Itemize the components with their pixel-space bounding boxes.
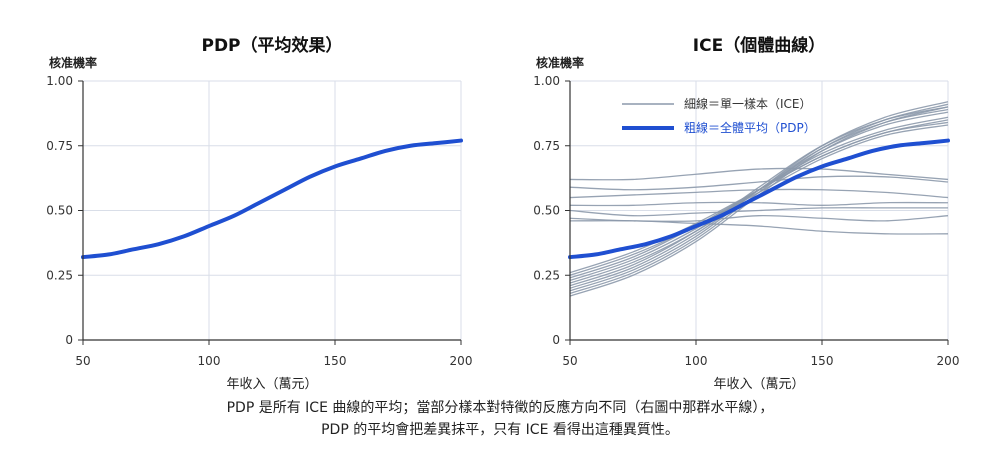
right-x-tick-label: 200 xyxy=(937,354,960,368)
right-x-tick-label: 50 xyxy=(562,354,577,368)
right-y-tick-label: 0.75 xyxy=(533,139,560,153)
legend-label-ice: 細線＝單一樣本（ICE） xyxy=(684,96,812,111)
left-y-axis-label: 核准機率 xyxy=(49,55,97,70)
right-ice-series-line xyxy=(569,188,949,199)
right-ice-series-line xyxy=(569,201,949,207)
right-y-tick-label: 0 xyxy=(552,333,560,347)
right-ice-series-line xyxy=(569,175,949,191)
right-ice-series-line xyxy=(569,207,948,217)
charts-canvas: PDP（平均效果） 核准機率 0 0.25 0.50 0.75 1.00 50 100 150 20… xyxy=(46,35,960,392)
right-ice-series-line xyxy=(569,124,949,276)
right-ice-series-line xyxy=(569,220,949,235)
left-x-tick-label: 200 xyxy=(450,354,473,368)
left-y-tick-label: 0.75 xyxy=(46,139,73,153)
caption-line-2: PDP 的平均會把差異抹平，只有 ICE 看得出這種異質性。 xyxy=(321,422,679,438)
left-x-axis-label: 年收入（萬元） xyxy=(226,377,317,392)
right-y-axis-label: 核准機率 xyxy=(536,55,584,70)
right-chart-title: ICE（個體曲線） xyxy=(693,35,825,56)
left-x-tick-label: 100 xyxy=(198,354,221,368)
left-y-tick-label: 0 xyxy=(65,333,73,347)
left-x-tick-label: 50 xyxy=(75,354,90,368)
caption-line-1: PDP 是所有 ICE 曲線的平均；當部分樣本對特徵的反應方向不同（右圖中那群水… xyxy=(226,400,774,416)
right-ice-series-line xyxy=(569,106,949,287)
right-ice-series-line xyxy=(569,167,949,181)
left-y-tick-label: 0.25 xyxy=(46,268,73,282)
right-x-axis-label: 年收入（萬元） xyxy=(713,377,804,392)
left-y-tick-label: 0.50 xyxy=(46,204,73,218)
right-ice-series-line xyxy=(569,108,949,289)
legend-label-pdp: 粗線＝全體平均（PDP） xyxy=(684,120,816,135)
right-y-tick-label: 0.50 xyxy=(533,204,560,218)
left-x-tick-label: 150 xyxy=(324,354,347,368)
right-x-tick-label: 100 xyxy=(685,354,708,368)
left-y-tick-label: 1.00 xyxy=(46,74,73,88)
right-y-tick-label: 0.25 xyxy=(533,268,560,282)
right-pdp-series-line xyxy=(568,138,950,260)
right-x-tick-label: 150 xyxy=(811,354,834,368)
right-y-tick-label: 1.00 xyxy=(533,74,560,88)
left-chart-title: PDP（平均效果） xyxy=(201,35,342,56)
right-ice-series-line xyxy=(569,116,949,282)
left-pdp-series-line xyxy=(81,138,463,260)
